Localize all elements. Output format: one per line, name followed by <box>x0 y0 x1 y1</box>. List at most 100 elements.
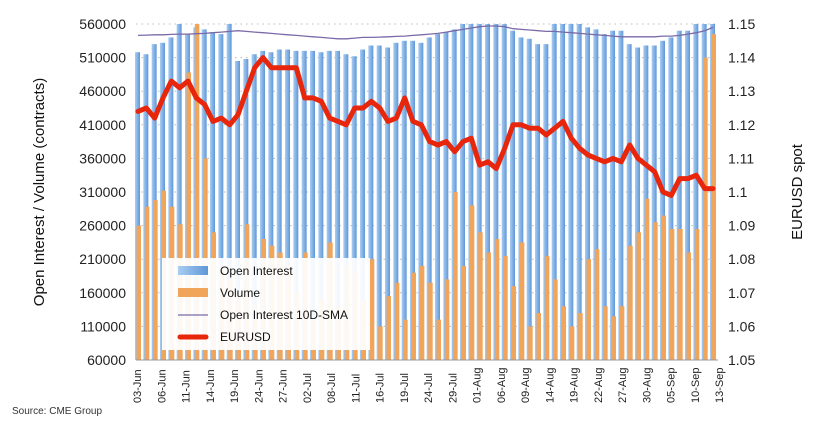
open-interest-bar <box>226 24 232 360</box>
open-interest-bar <box>318 52 324 360</box>
open-interest-bar <box>260 50 265 360</box>
volume-bar <box>519 242 525 360</box>
right-tick-label: 1.09 <box>728 218 755 234</box>
x-tick-label: 01-Aug <box>472 368 484 403</box>
x-tick-label: 11-Jun <box>181 370 193 403</box>
left-tick-label: 160000 <box>79 285 126 301</box>
left-y-ticks: 60000 110000 160000 210000 260000 310000 36000… <box>79 16 126 368</box>
volume-bar <box>153 200 158 360</box>
volume-bar <box>528 326 533 360</box>
right-tick-label: 1.05 <box>728 352 755 368</box>
open-interest-bar <box>210 32 215 361</box>
x-tick-label: 24-Jun <box>253 369 265 403</box>
open-interest-bar <box>301 50 307 360</box>
open-interest-bar <box>518 37 524 360</box>
volume-bar <box>644 198 650 360</box>
open-interest-bar <box>435 34 440 361</box>
open-interest-bar <box>401 40 407 361</box>
left-tick-label: 410000 <box>79 117 126 133</box>
open-interest-bar <box>393 42 399 360</box>
open-interest-bar <box>410 40 415 361</box>
volume-bar <box>369 259 375 360</box>
open-interest-bar <box>610 30 615 360</box>
volume-bar <box>378 326 383 360</box>
x-tick-label: 14-Aug <box>544 368 556 403</box>
open-interest-bar <box>685 30 690 360</box>
open-interest-bar <box>668 37 674 360</box>
left-tick-label: 460000 <box>79 83 126 99</box>
open-interest-bar <box>568 24 574 360</box>
open-interest-bar <box>618 30 624 360</box>
right-axis-title: EURUSD spot <box>789 143 806 240</box>
volume-bar <box>611 316 616 360</box>
open-interest-bar <box>335 50 340 360</box>
volume-bar <box>594 249 600 360</box>
volume-bar <box>394 282 400 360</box>
legend-label-sma: Open Interest 10D-SMA <box>220 308 348 322</box>
open-interest-bar <box>310 50 315 360</box>
volume-bar <box>136 225 141 360</box>
volume-bar <box>578 312 583 360</box>
volume-bar <box>386 296 391 360</box>
left-tick-label: 510000 <box>79 50 126 66</box>
open-interest-bar <box>585 27 590 361</box>
volume-bar <box>403 319 408 360</box>
open-interest-bar <box>135 52 140 360</box>
x-tick-label: 29-Jul <box>447 373 459 403</box>
x-tick-label: 06-Jun <box>156 369 168 403</box>
volume-bar <box>461 265 466 360</box>
x-tick-label: 03-Jun <box>132 369 144 403</box>
volume-bar <box>453 192 458 360</box>
legend-swatch-volume <box>178 288 208 297</box>
open-interest-bar <box>176 24 182 360</box>
volume-bar <box>536 312 541 360</box>
right-tick-label: 1.12 <box>728 117 755 133</box>
volume-bar <box>419 265 425 360</box>
x-tick-label: 24-Jul <box>423 373 435 403</box>
open-interest-bar <box>326 50 332 360</box>
open-interest-bar <box>526 38 532 361</box>
x-tick-label: 19-Aug <box>569 368 581 403</box>
volume-bar <box>503 255 508 360</box>
open-interest-bar <box>168 37 174 360</box>
volume-bar <box>561 306 566 360</box>
open-interest-bar <box>468 24 474 360</box>
volume-bar <box>144 206 150 360</box>
legend-label-open-interest: Open Interest <box>220 264 293 278</box>
left-tick-label: 210000 <box>79 251 126 267</box>
x-tick-label: 30-Aug <box>641 368 653 403</box>
x-ticks: 03-Jun 06-Jun 11-Jun 14-Jun 19-Jun 24-Jun 27-J… <box>132 368 726 403</box>
left-tick-label: 560000 <box>79 16 126 32</box>
open-interest-bar <box>593 29 599 360</box>
open-interest-bar <box>293 50 299 360</box>
x-tick-label: 27-Aug <box>617 368 629 403</box>
x-tick-label: 10-Sep <box>690 368 702 403</box>
volume-bar <box>569 326 575 360</box>
x-tick-label: 09-Aug <box>520 368 532 403</box>
left-tick-label: 260000 <box>79 218 126 234</box>
volume-bar <box>694 228 700 360</box>
left-tick-label: 110000 <box>80 318 126 334</box>
open-interest-bar <box>560 24 565 360</box>
volume-bar <box>511 286 516 360</box>
volume-bar <box>436 319 441 360</box>
x-tick-label: 19-Jun <box>229 369 241 403</box>
volume-bar <box>686 252 691 360</box>
volume-bar <box>711 34 716 361</box>
volume-bar <box>661 215 666 360</box>
open-interest-bar <box>501 24 507 360</box>
volume-bar <box>469 205 475 360</box>
right-tick-label: 1.11 <box>728 150 754 166</box>
x-tick-label: 16-Jul <box>375 373 387 403</box>
left-axis-title: Open Interest / Volume (contracts) <box>31 78 48 306</box>
open-interest-bar <box>376 45 382 361</box>
x-tick-label: 08-Jul <box>326 373 338 403</box>
open-interest-bar <box>651 45 657 361</box>
volume-bar <box>544 255 550 360</box>
volume-bar <box>428 282 433 360</box>
left-tick-label: 60000 <box>87 352 126 368</box>
sma-line <box>137 25 714 40</box>
open-interest-bar <box>243 58 249 360</box>
legend-label-eurusd: EURUSD <box>220 330 271 344</box>
volume-bar <box>619 306 625 360</box>
